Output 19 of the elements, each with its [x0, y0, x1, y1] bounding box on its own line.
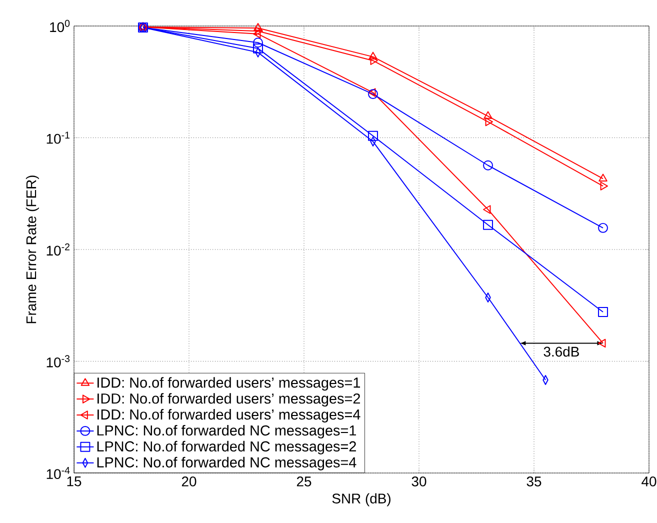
x-axis-title: SNR (dB) — [332, 493, 390, 506]
y-tick-label: 10$^{-3}$ — [46, 355, 70, 368]
legend-label: IDD: No.of forwarded users’ messages=2 — [98, 393, 360, 407]
legend-label: LPNC: No.of forwarded NC messages=2 — [97, 440, 356, 454]
x-tick-label: 40 — [642, 476, 656, 486]
legend-label: IDD: No.of forwarded users’ messages=1 — [98, 377, 360, 391]
x-tick-label: 35 — [526, 476, 542, 486]
x-tick-label: 15 — [67, 476, 82, 486]
y-tick-label: 10$^{0}$ — [50, 20, 70, 32]
annotation: 3.6dB — [544, 346, 579, 357]
x-tick-label: 30 — [412, 476, 426, 486]
y-tick-label: 10$^{-1}$ — [46, 132, 70, 144]
legend-label: IDD: No.of forwarded users’ messages=4 — [98, 409, 360, 422]
legend-label: LPNC: No.of forwarded NC messages=1 — [97, 424, 356, 438]
y-tick-label: 10$^{-2}$ — [46, 243, 70, 256]
legend-label: LPNC: No.of forwarded NC messages=4 — [97, 456, 356, 470]
x-tick-label: 20 — [182, 476, 196, 486]
y-axis-title: Frame Error Rate (FER) — [26, 176, 39, 324]
x-tick-label: 25 — [296, 476, 312, 486]
